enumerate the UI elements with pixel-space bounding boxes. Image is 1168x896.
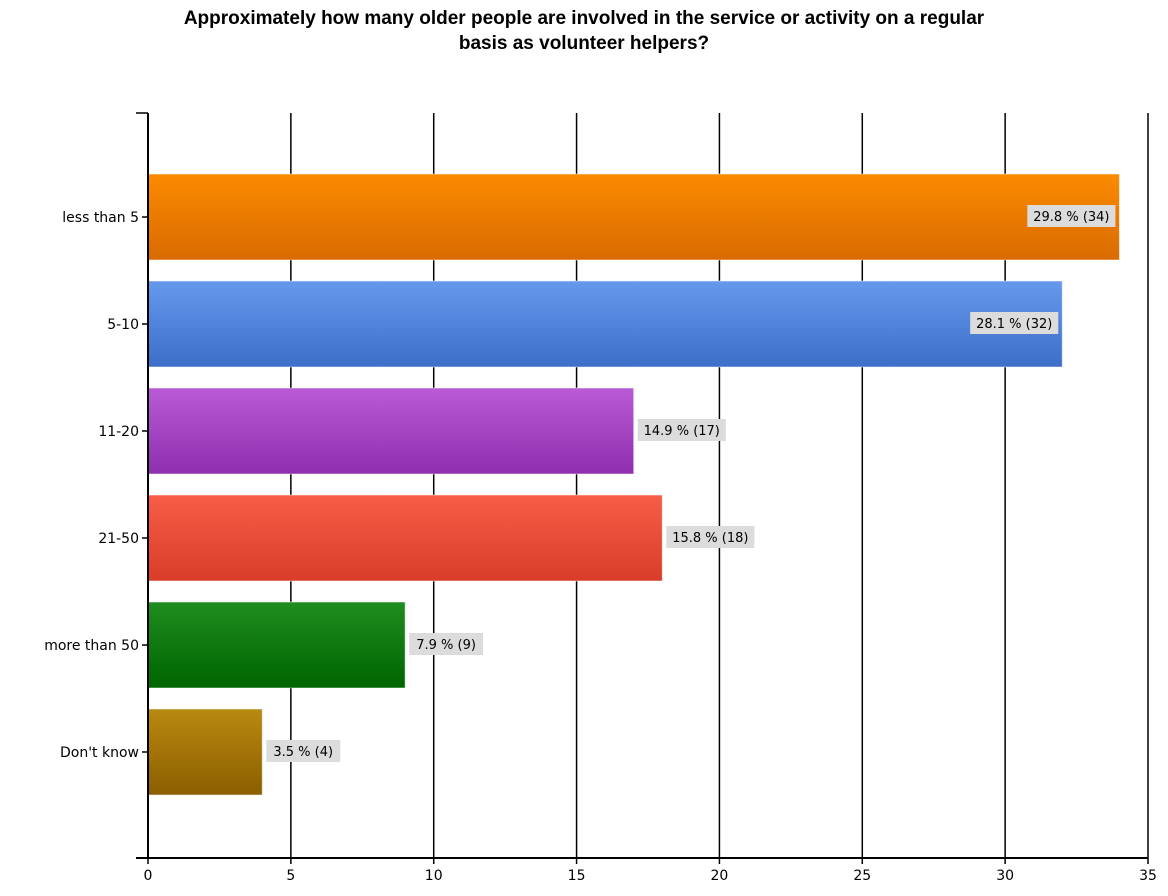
category-label-5: Don't know [60, 745, 139, 761]
category-label-4: more than 50 [44, 638, 139, 654]
chart-title-line-2: basis as volunteer helpers? [458, 33, 710, 54]
data-label-2: 14.9 % (17) [644, 424, 720, 439]
bars [147, 173, 1120, 796]
x-tick-label-35: 35 [1139, 868, 1157, 884]
bar-4 [147, 601, 406, 689]
bar-3 [147, 494, 663, 582]
x-tick-label-20: 20 [711, 868, 729, 884]
x-tick-label-5: 5 [286, 868, 295, 884]
x-tick-label-10: 10 [425, 868, 443, 884]
data-label-5: 3.5 % (4) [273, 745, 333, 760]
bar-0 [147, 173, 1120, 261]
data-label-4: 7.9 % (9) [416, 638, 476, 653]
data-label-bg-1 [970, 312, 1059, 334]
data-label-3: 15.8 % (18) [672, 531, 748, 546]
data-labels: 29.8 % (34) 28.1 % (32) 14.9 % (17) 15.8 % … [266, 205, 1116, 762]
data-label-0: 29.8 % (34) [1033, 210, 1109, 225]
x-tick-label-0: 0 [144, 868, 153, 884]
axes: less than 5 5-10 11-20 21-50 more than 50 Don… [44, 112, 1157, 884]
chart-title-line-1: Approximately how many older people are … [183, 8, 985, 29]
category-label-0: less than 5 [62, 210, 139, 226]
x-tick-label-15: 15 [568, 868, 586, 884]
bar-2 [147, 387, 635, 475]
data-label-bg-0 [1027, 205, 1116, 227]
data-label-bg-2 [637, 419, 726, 441]
data-label-bg-3 [666, 526, 755, 548]
data-label-bg-4 [409, 633, 484, 655]
data-label-bg-5 [266, 740, 341, 762]
category-label-2: 11-20 [98, 424, 139, 440]
data-label-1: 28.1 % (32) [976, 317, 1052, 332]
bar-5 [147, 708, 263, 796]
category-label-3: 21-50 [98, 531, 139, 547]
bar-1 [147, 280, 1063, 368]
category-label-1: 5-10 [107, 317, 139, 333]
x-tick-label-30: 30 [996, 868, 1014, 884]
x-tick-label-25: 25 [853, 868, 871, 884]
chart-title: Approximately how many older people are … [0, 6, 1168, 56]
